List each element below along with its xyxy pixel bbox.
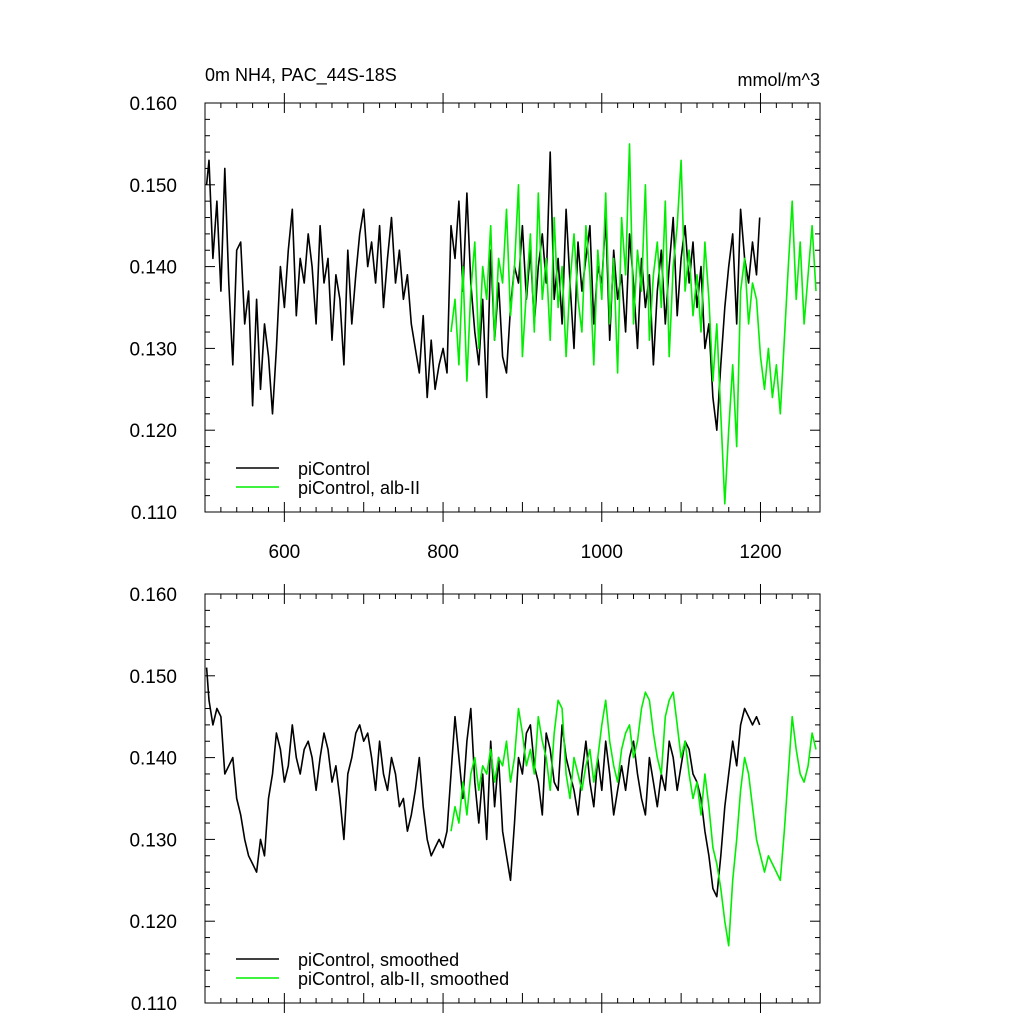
y-tick-label: 0.110	[131, 994, 177, 1015]
series-line-0	[205, 667, 761, 898]
legend-label: piControl, smoothed	[298, 950, 459, 970]
y-tick-label: 0.140	[129, 749, 177, 770]
y-tick-label: 0.110	[131, 503, 177, 524]
legend-label: piControl	[298, 459, 370, 479]
y-tick-label: 0.160	[129, 94, 177, 115]
x-tick-label: 600	[269, 542, 301, 563]
chart-title: 0m NH4, PAC_44S-18S	[205, 65, 397, 86]
y-tick-label: 0.150	[129, 667, 177, 688]
x-tick-label: 1200	[739, 542, 781, 563]
y-tick-label: 0.150	[129, 176, 177, 197]
x-tick-label: 1000	[581, 542, 623, 563]
y-tick-label: 0.130	[129, 830, 177, 851]
y-tick-label: 0.140	[129, 258, 177, 279]
top-panel: 0.110 0.120 0.130 0.140 0.150 0.160 600 800 1000…	[129, 93, 821, 563]
plot-frame	[204, 102, 821, 513]
series-line-1	[450, 143, 817, 505]
y-tick-label: 0.160	[129, 585, 177, 606]
y-tick-label: 0.130	[129, 339, 177, 360]
legend-label: piControl, alb-II, smoothed	[298, 969, 509, 989]
units-label: mmol/m^3	[738, 70, 820, 90]
x-tick-label: 800	[427, 542, 459, 563]
series-line-0	[205, 151, 761, 432]
y-tick-label: 0.120	[129, 421, 177, 442]
bottom-panel: 0.110 0.120 0.130 0.140 0.150 0.160 piControl,…	[129, 584, 821, 1015]
y-tick-label: 0.120	[129, 912, 177, 933]
legend-label: piControl, alb-II	[298, 478, 420, 498]
plot-frame	[204, 593, 821, 1004]
series-line-1	[450, 691, 817, 947]
